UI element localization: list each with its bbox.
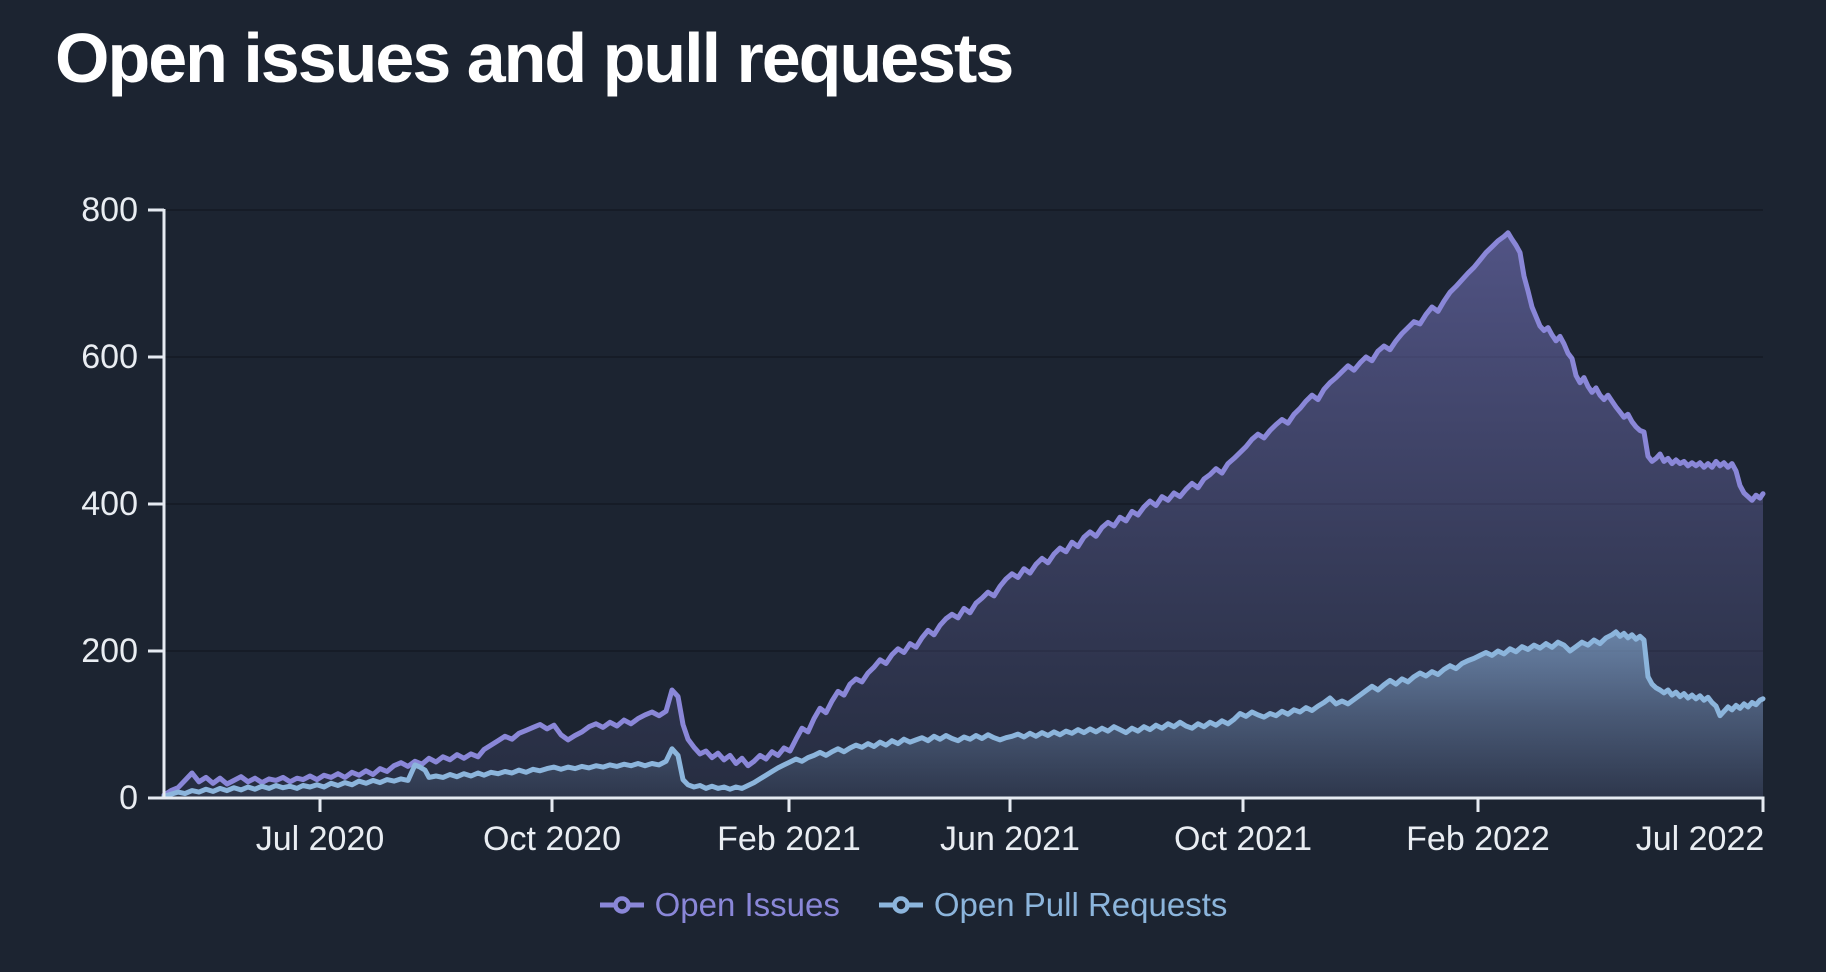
y-tick-label: 600 xyxy=(81,338,138,376)
y-tick-label: 0 xyxy=(119,779,138,817)
x-tick-label: Feb 2021 xyxy=(717,820,861,858)
legend-item-open-pull-requests[interactable]: Open Pull Requests xyxy=(878,886,1228,924)
x-tick-label: Jul 2020 xyxy=(256,820,385,858)
x-tick-label: Oct 2021 xyxy=(1174,820,1312,858)
page-title: Open issues and pull requests xyxy=(55,19,1014,97)
y-tick-label: 400 xyxy=(81,485,138,523)
legend-label-open-pull-requests: Open Pull Requests xyxy=(933,886,1228,923)
x-tick-label: Jul 2022 xyxy=(1636,820,1765,858)
legend-item-open-issues[interactable]: Open Issues xyxy=(599,886,840,924)
x-tick-label: Feb 2022 xyxy=(1406,820,1550,858)
x-tick-label: Oct 2020 xyxy=(483,820,621,858)
y-tick-label: 200 xyxy=(81,632,138,670)
open-pull-requests-line xyxy=(161,629,1766,799)
open-pull-requests-legend-marker-icon xyxy=(878,896,923,914)
open-issues-area xyxy=(164,232,1763,799)
x-tick-label: Jun 2021 xyxy=(940,820,1080,858)
y-tick-label: 800 xyxy=(81,191,138,229)
open-issues-line xyxy=(161,230,1766,798)
legend: Open Issues Open Pull Requests xyxy=(0,886,1826,924)
open-issues-legend-marker-icon xyxy=(599,896,644,914)
open-pull-requests-area xyxy=(164,631,1763,798)
legend-label-open-issues: Open Issues xyxy=(654,886,840,923)
